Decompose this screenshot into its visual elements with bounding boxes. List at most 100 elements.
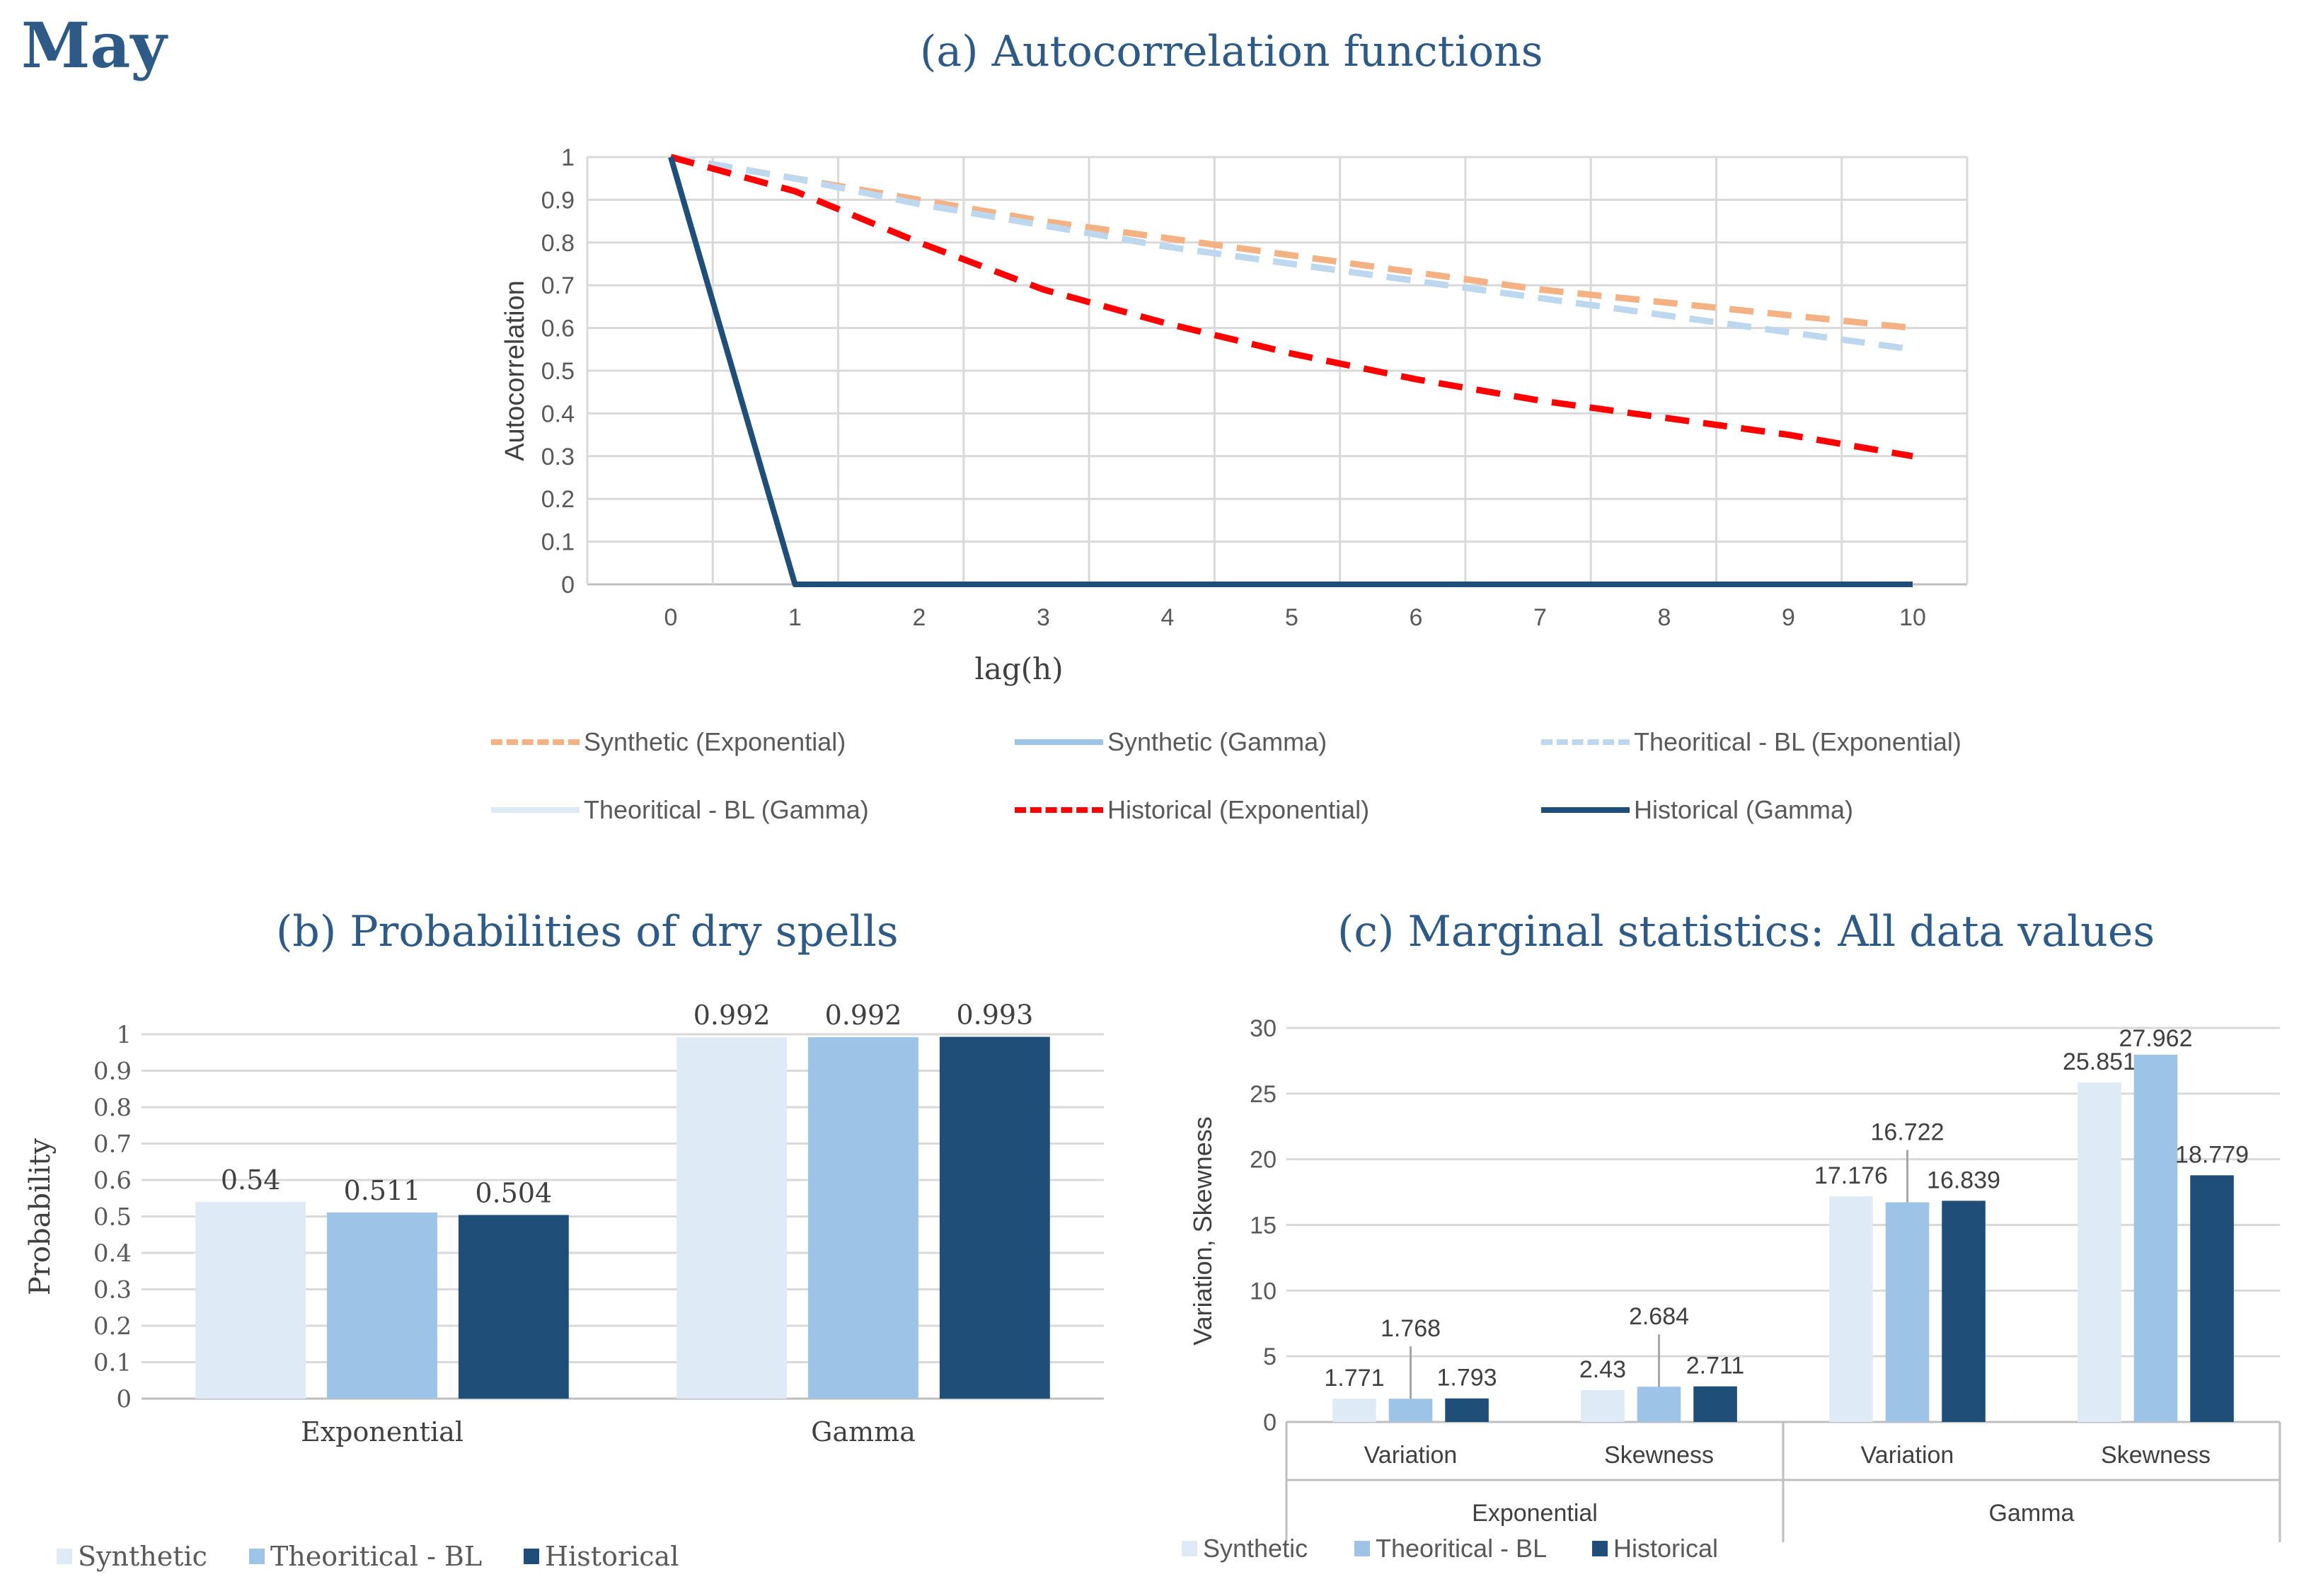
x-tick-label: 0 bbox=[664, 604, 678, 631]
bar-historical-0 bbox=[458, 1215, 569, 1399]
legend-swatch-historical bbox=[1592, 1541, 1608, 1556]
x-tick-label: 8 bbox=[1658, 604, 1671, 631]
category-label: Exponential bbox=[301, 1416, 463, 1447]
x-tick-label: 2 bbox=[913, 604, 926, 631]
y-tick-label: 0.1 bbox=[93, 1349, 132, 1377]
legend-item-synthetic-exponential: Synthetic (Exponential) bbox=[491, 727, 846, 757]
y-tick-label: 0.7 bbox=[541, 272, 575, 299]
data-label: 2.684 bbox=[1629, 1303, 1689, 1330]
legend-item-theoritical: Theoritical - BL bbox=[249, 1541, 482, 1572]
x-tick-label: 4 bbox=[1161, 604, 1175, 631]
bar-synthetic-1 bbox=[1581, 1389, 1625, 1422]
x-tick-label: 1 bbox=[788, 604, 802, 631]
legend-item-synthetic-gamma: Synthetic (Gamma) bbox=[1015, 727, 1327, 757]
bar-theoritical-bl-0 bbox=[1388, 1399, 1433, 1422]
chart-b-dry-spells: 0 0.1 0.2 0.3 0.4 0.5 0.6 0.7 0.8 0.9 1 0.54 0.511 0.… bbox=[24, 1000, 1104, 1447]
legend-label: Historical bbox=[545, 1541, 679, 1572]
y-tick-label: 0.9 bbox=[93, 1058, 132, 1086]
legend-label: Theoritical - BL (Gamma) bbox=[584, 795, 869, 824]
legend-item-theoritical-gamma: Theoritical - BL (Gamma) bbox=[491, 795, 869, 825]
legend-swatch-synthetic-exponential bbox=[491, 739, 580, 745]
data-label: 1.768 bbox=[1381, 1315, 1441, 1342]
y-tick-label: 0.8 bbox=[93, 1094, 132, 1122]
legend-label: Theoritical - BL bbox=[1376, 1534, 1548, 1563]
legend-swatch-theoritical-gamma bbox=[491, 807, 580, 813]
legend-label: Synthetic bbox=[78, 1541, 207, 1572]
bar-synthetic-0 bbox=[195, 1201, 306, 1399]
bar-historical-1 bbox=[939, 1036, 1050, 1399]
x-tick-label: 9 bbox=[1782, 604, 1795, 631]
chart-c-title: (c) Marginal statistics: All data values bbox=[1337, 907, 2155, 956]
data-label: 0.54 bbox=[221, 1164, 281, 1196]
bar-synthetic-1 bbox=[676, 1037, 788, 1399]
x-tick-label: 7 bbox=[1533, 604, 1547, 631]
y-axis-label: Variation, Skewness bbox=[1188, 1116, 1217, 1346]
category-label: Variation bbox=[1364, 1442, 1458, 1469]
y-tick-label: 0.5 bbox=[93, 1203, 132, 1232]
data-label: 27.962 bbox=[2119, 1025, 2193, 1052]
chart-a-autocorrelation: 00.10.20.30.40.50.60.70.80.910 1 2 3 4 5 6 7 8 9 1… bbox=[500, 144, 1969, 686]
legend-label: Historical (Exponential) bbox=[1107, 795, 1370, 824]
data-label: 0.993 bbox=[956, 1000, 1033, 1031]
x-axis-label: lag(h) bbox=[974, 652, 1063, 686]
data-label: 2.43 bbox=[1579, 1356, 1626, 1383]
y-tick-label: 0.1 bbox=[541, 529, 575, 556]
x-tick-label: 3 bbox=[1037, 604, 1050, 631]
bar-theoritical-bl-2 bbox=[1885, 1202, 1930, 1422]
y-tick-label: 0.2 bbox=[541, 486, 575, 513]
legend-swatch-synthetic bbox=[1182, 1541, 1197, 1556]
legend-item-historical-gamma: Historical (Gamma) bbox=[1541, 795, 1853, 825]
y-tick-label: 0.2 bbox=[93, 1312, 132, 1341]
legend-swatch-theoritical-exponential bbox=[1541, 739, 1630, 745]
bar-historical-3 bbox=[2190, 1175, 2234, 1422]
legend-swatch-historical-gamma bbox=[1541, 807, 1630, 813]
series-line-historical-gamma bbox=[668, 156, 1913, 587]
chart-c-marginal-statistics: 0 5 10 15 20 25 30 1.771 1.768 1.793 Variation 2.43… bbox=[1188, 1015, 2281, 1542]
group-label: Exponential bbox=[1472, 1500, 1598, 1527]
data-label: 17.176 bbox=[1814, 1162, 1888, 1189]
bar-theoritical-bl-0 bbox=[327, 1212, 437, 1399]
bar-theoritical-bl-1 bbox=[1637, 1387, 1681, 1422]
legend-label: Synthetic (Exponential) bbox=[584, 727, 846, 756]
legend-item-theoritical-exponential: Theoritical - BL (Exponential) bbox=[1541, 727, 1961, 757]
bar-theoritical-bl-3 bbox=[2133, 1054, 2178, 1422]
bar-synthetic-3 bbox=[2078, 1082, 2121, 1422]
legend-label: Synthetic bbox=[1203, 1534, 1308, 1563]
legend-label: Synthetic (Gamma) bbox=[1107, 727, 1327, 756]
chart-a-title: (a) Autocorrelation functions bbox=[920, 27, 1543, 76]
y-tick-label: 0.9 bbox=[541, 187, 575, 214]
y-tick-label: 0.7 bbox=[93, 1130, 132, 1159]
bar-synthetic-2 bbox=[1829, 1196, 1873, 1422]
y-tick-label: 15 bbox=[1250, 1213, 1277, 1239]
bar-historical-2 bbox=[1942, 1201, 1986, 1422]
bar-theoritical-bl-1 bbox=[808, 1037, 918, 1399]
legend-swatch-historical bbox=[524, 1549, 539, 1564]
data-label: 16.839 bbox=[1927, 1167, 2000, 1193]
legend-item-historical-exponential: Historical (Exponential) bbox=[1015, 795, 1369, 825]
legend-swatch-theoritical bbox=[249, 1549, 265, 1564]
group-label: Gamma bbox=[1989, 1500, 2075, 1527]
y-tick-label: 30 bbox=[1250, 1015, 1277, 1042]
legend-item-synthetic: Synthetic bbox=[1182, 1534, 1308, 1563]
legend-swatch-historical-exponential bbox=[1015, 807, 1103, 813]
category-label: Skewness bbox=[2101, 1442, 2211, 1469]
legend-item-theoritical: Theoritical - BL bbox=[1354, 1534, 1547, 1563]
legend-swatch-synthetic-gamma bbox=[1015, 739, 1103, 745]
y-tick-label: 10 bbox=[1250, 1278, 1277, 1305]
y-tick-label: 0.6 bbox=[93, 1167, 132, 1195]
data-label: 0.992 bbox=[693, 1000, 771, 1031]
page-title: May bbox=[21, 8, 167, 82]
data-label: 0.511 bbox=[344, 1175, 421, 1206]
y-tick-label: 0 bbox=[561, 572, 575, 598]
bar-historical-1 bbox=[1693, 1386, 1737, 1422]
y-axis-label: Probability bbox=[24, 1138, 57, 1295]
y-tick-label: 20 bbox=[1250, 1147, 1277, 1174]
bar-synthetic-0 bbox=[1332, 1399, 1376, 1422]
legend-label: Historical bbox=[1613, 1534, 1719, 1563]
y-tick-label: 0.4 bbox=[93, 1239, 132, 1268]
y-tick-label: 0 bbox=[116, 1385, 132, 1413]
legend-label: Theoritical - BL bbox=[270, 1541, 483, 1572]
legend-item-historical: Historical bbox=[1592, 1534, 1718, 1563]
x-tick-label: 6 bbox=[1410, 604, 1423, 631]
